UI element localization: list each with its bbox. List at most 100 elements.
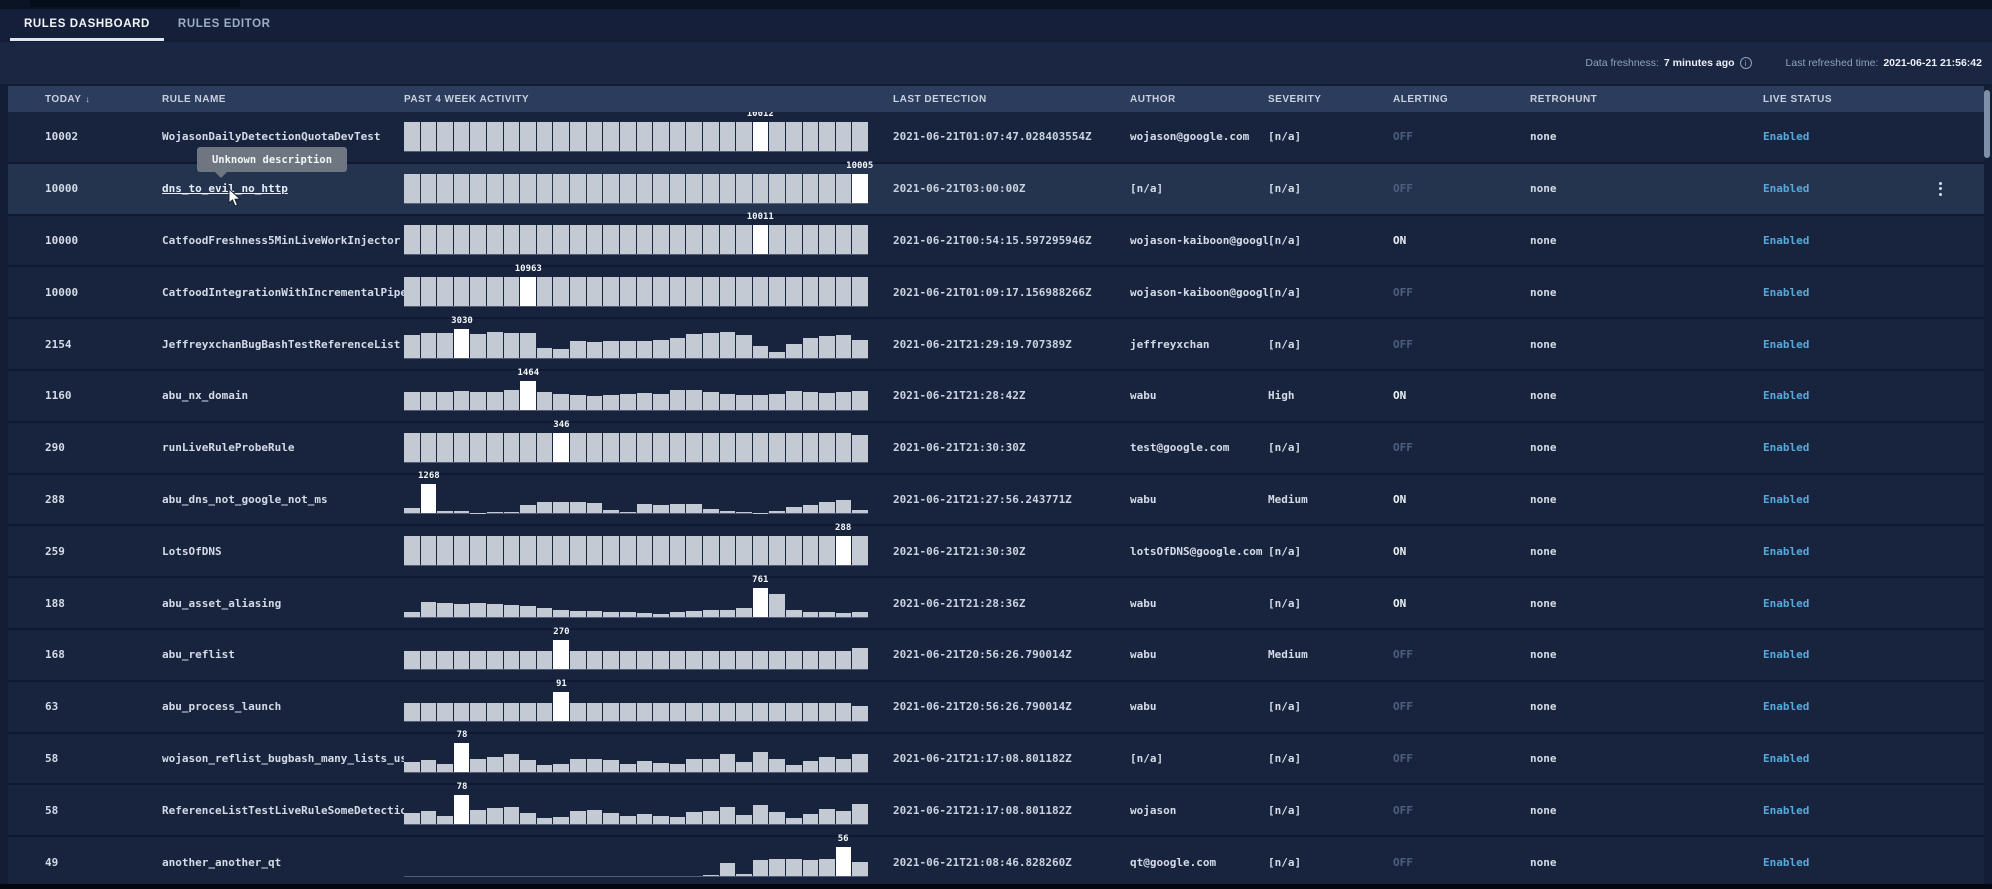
table-row[interactable]: 10000 CatfoodIntegrationWithIncrementalP… [8,264,1984,320]
rule-name-link[interactable]: abu_asset_aliasing [162,596,282,610]
table-row[interactable]: 63 abu_process_launch 91 2021-06-21T20:5… [8,679,1984,734]
activity-bar [852,536,869,566]
table-row[interactable]: 290 runLiveRuleProbeRule 346 2021-06-21T… [8,420,1984,475]
rule-name-link[interactable]: ReferenceListTestLiveRuleSomeDetections [162,803,404,817]
column-header-rule-name[interactable]: RULE NAME [162,93,226,105]
vertical-scrollbar-thumb[interactable] [1984,90,1990,158]
activity-bar [420,173,437,203]
rule-name-link[interactable]: abu_dns_not_google_not_ms [162,492,328,506]
activity-bar [570,610,586,618]
column-header-severity[interactable]: SEVERITY [1268,93,1322,105]
tab-rules-editor[interactable]: RULES EDITOR [177,18,271,30]
activity-bar [536,391,553,410]
author-value: [n/a] [1130,182,1164,196]
alerting-status: OFF [1393,751,1413,765]
activity-bar [802,173,819,203]
activity-bar [702,811,719,825]
rule-name-cell: LotsOfDNS [162,545,404,558]
rule-name-link[interactable]: dns_to_evil_no_http [162,182,288,196]
activity-bar [570,121,586,151]
activity-chart-wrap: 10005 [404,161,873,204]
alerting-status: ON [1393,544,1407,558]
rule-name-link[interactable]: abu_nx_domain [162,389,249,403]
chart-peak-label: 78 [456,730,468,741]
last-detection-timestamp: 2021-06-21T03:00:00Z [893,182,1026,196]
activity-bar [520,760,536,773]
activity-bar [769,393,786,410]
activity-bar [736,432,752,462]
activity-bar [819,502,835,514]
rule-name-link[interactable]: CatfoodIntegrationWithIncrementalPipelin… [162,285,404,299]
column-header-author[interactable]: AUTHOR [1130,93,1176,105]
activity-bar [536,536,553,566]
table-row[interactable]: 288 abu_dns_not_google_not_ms 1268 2021-… [8,472,1984,527]
table-row[interactable]: 1160 abu_nx_domain 1464 2021-06-21T21:28… [8,368,1984,423]
table-row[interactable]: 259 LotsOfDNS 288 2021-06-21T21:30:30Z l… [8,524,1984,579]
table-body: 10002 WojasonDailyDetectionQuotaDevTest … [8,112,1984,889]
tab-rules-dashboard[interactable]: RULES DASHBOARD [10,14,164,41]
table-row[interactable]: 188 abu_asset_aliasing 761 2021-06-21T21… [8,576,1984,630]
activity-bar [487,277,503,307]
live-status-value: Enabled [1763,492,1810,506]
activity-bar [736,607,752,618]
chart-peak-label: 3030 [451,316,473,327]
activity-bar [619,121,636,151]
table-row[interactable]: 2154 JeffreyxchanBugBashTestReferenceLis… [8,316,1984,371]
rule-name-link[interactable]: wojason_reflist_bugbash_many_lists_used [162,751,404,765]
activity-chart-wrap: 761 [404,576,869,619]
activity-bar [453,173,470,203]
activity-bar [669,702,686,721]
activity-bar [636,121,653,151]
column-header-alerting[interactable]: ALERTING [1393,93,1449,105]
activity-bar [520,504,536,514]
activity-bar [453,510,470,514]
column-header-live-status[interactable]: LIVE STATUS [1763,93,1833,105]
activity-bar [702,392,719,410]
rule-name-link[interactable]: CatfoodFreshness5MinLiveWorkInjector [162,233,401,247]
activity-bar [752,860,769,877]
column-header-last-detection[interactable]: LAST DETECTION [893,93,987,105]
column-header-retrohunt[interactable]: RETROHUNT [1530,93,1598,105]
activity-bar [553,764,570,773]
activity-bar [570,536,586,566]
table-row[interactable]: 10000 CatfoodFreshness5MinLiveWorkInject… [8,213,1984,268]
activity-chart [404,795,869,826]
live-status-value: Enabled [1763,855,1810,869]
activity-bar [420,650,437,669]
activity-bar [553,393,570,410]
rule-name-link[interactable]: JeffreyxchanBugBashTestReferenceList [162,337,401,351]
activity-bar [404,121,420,151]
column-header-activity[interactable]: PAST 4 WEEK ACTIVITY [404,93,530,105]
rule-name-link[interactable]: another_another_qt [162,855,282,869]
activity-bar [437,603,453,618]
chart-peak-label: 10963 [514,264,542,275]
activity-bar [619,816,636,825]
author-value: wabu [1130,492,1157,506]
info-icon[interactable]: i [1739,57,1752,69]
table-row[interactable]: 49 another_another_qt 56 2021-06-21T21:0… [8,835,1984,889]
rule-name-link[interactable]: runLiveRuleProbeRule [162,441,295,455]
retrohunt-value: none [1530,285,1557,299]
column-header-today[interactable]: TODAY ↓ [8,94,162,105]
rule-name-link[interactable]: abu_reflist [162,648,235,662]
activity-bar [702,702,719,721]
activity-chart [404,121,869,152]
activity-bar [453,391,470,410]
activity-bar [636,613,653,618]
table-row[interactable]: 10000 dns_to_evil_no_http 10005 2021-06-… [8,161,1984,216]
table-row[interactable]: 58 wojason_reflist_bugbash_many_lists_us… [8,730,1984,786]
activity-bar [453,432,470,462]
activity-bar [586,395,603,410]
activity-bar [719,650,736,669]
row-menu-button[interactable] [1930,178,1950,200]
table-row[interactable]: 58 ReferenceListTestLiveRuleSomeDetectio… [8,783,1984,838]
activity-bar [503,604,520,618]
activity-bar [503,806,520,825]
activity-bar [802,650,819,669]
activity-bar [786,344,802,359]
rule-name-link[interactable]: abu_process_launch [162,700,282,714]
retrohunt-value: none [1530,855,1557,869]
rule-name-link[interactable]: LotsOfDNS [162,544,222,558]
table-row[interactable]: 168 abu_reflist 270 2021-06-21T20:56:26.… [8,627,1984,682]
rule-name-link[interactable]: WojasonDailyDetectionQuotaDevTest [162,130,381,144]
